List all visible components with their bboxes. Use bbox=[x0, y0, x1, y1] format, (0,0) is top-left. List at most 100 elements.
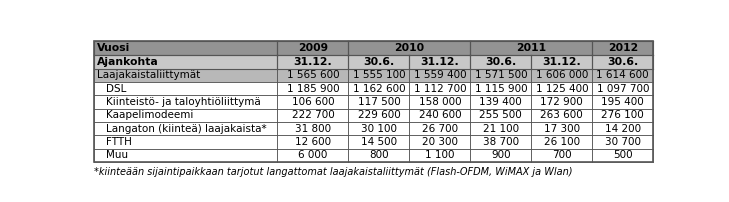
Text: 38 700: 38 700 bbox=[483, 137, 519, 147]
Text: 1 125 400: 1 125 400 bbox=[536, 84, 588, 94]
Bar bbox=[348, 148, 410, 162]
Bar bbox=[94, 108, 278, 122]
Bar bbox=[592, 55, 653, 68]
Bar bbox=[531, 135, 592, 148]
Bar bbox=[470, 108, 531, 122]
Text: 30.6.: 30.6. bbox=[486, 57, 516, 67]
Bar bbox=[278, 82, 348, 95]
Bar bbox=[278, 68, 348, 82]
Text: 30.6.: 30.6. bbox=[607, 57, 639, 67]
Bar bbox=[531, 108, 592, 122]
Text: 106 600: 106 600 bbox=[292, 97, 335, 107]
Bar bbox=[278, 108, 348, 122]
Bar bbox=[410, 55, 470, 68]
Text: Kiinteistö- ja taloyhtiöliittymä: Kiinteistö- ja taloyhtiöliittymä bbox=[106, 97, 261, 107]
Text: 255 500: 255 500 bbox=[480, 110, 522, 120]
Bar bbox=[470, 135, 531, 148]
Text: 12 600: 12 600 bbox=[295, 137, 331, 147]
Text: 1 097 700: 1 097 700 bbox=[596, 84, 649, 94]
Bar bbox=[470, 122, 531, 135]
Bar bbox=[531, 55, 592, 68]
Bar bbox=[592, 95, 653, 108]
Text: Laajakaistaliittymät: Laajakaistaliittymät bbox=[98, 70, 200, 80]
Bar bbox=[410, 95, 470, 108]
Text: 31.12.: 31.12. bbox=[294, 57, 332, 67]
Bar bbox=[348, 95, 410, 108]
Text: 21 100: 21 100 bbox=[483, 124, 519, 134]
Text: 1 614 600: 1 614 600 bbox=[596, 70, 649, 80]
Text: Kaapelimodeemi: Kaapelimodeemi bbox=[106, 110, 194, 120]
Text: 1 559 400: 1 559 400 bbox=[413, 70, 466, 80]
Bar bbox=[94, 55, 278, 68]
Text: 1 112 700: 1 112 700 bbox=[413, 84, 466, 94]
Text: 1 571 500: 1 571 500 bbox=[475, 70, 527, 80]
Text: 14 200: 14 200 bbox=[605, 124, 641, 134]
Text: 276 100: 276 100 bbox=[601, 110, 644, 120]
Text: 222 700: 222 700 bbox=[292, 110, 335, 120]
Bar bbox=[278, 95, 348, 108]
Text: 500: 500 bbox=[613, 150, 633, 160]
Text: 14 500: 14 500 bbox=[361, 137, 397, 147]
Text: Ajankohta: Ajankohta bbox=[98, 57, 159, 67]
Bar bbox=[94, 122, 278, 135]
Bar bbox=[531, 82, 592, 95]
Text: 1 115 900: 1 115 900 bbox=[475, 84, 527, 94]
Bar bbox=[94, 41, 278, 55]
Text: 26 100: 26 100 bbox=[544, 137, 580, 147]
Bar bbox=[94, 135, 278, 148]
Bar bbox=[592, 135, 653, 148]
Bar bbox=[278, 135, 348, 148]
Bar bbox=[94, 95, 278, 108]
Bar bbox=[94, 68, 278, 82]
Bar bbox=[410, 108, 470, 122]
Bar bbox=[470, 41, 592, 55]
Bar bbox=[592, 122, 653, 135]
Bar bbox=[592, 41, 653, 55]
Bar bbox=[348, 41, 470, 55]
Text: 800: 800 bbox=[369, 150, 389, 160]
Text: 1 606 000: 1 606 000 bbox=[536, 70, 588, 80]
Text: DSL: DSL bbox=[106, 84, 127, 94]
Bar bbox=[410, 148, 470, 162]
Text: 26 700: 26 700 bbox=[422, 124, 458, 134]
Text: FTTH: FTTH bbox=[106, 137, 132, 147]
Text: 240 600: 240 600 bbox=[418, 110, 461, 120]
Bar bbox=[470, 68, 531, 82]
Text: 17 300: 17 300 bbox=[544, 124, 580, 134]
Bar bbox=[410, 82, 470, 95]
Bar bbox=[94, 82, 278, 95]
Text: Langaton (kiinteä) laajakaista*: Langaton (kiinteä) laajakaista* bbox=[106, 124, 267, 134]
Bar bbox=[531, 122, 592, 135]
Text: 700: 700 bbox=[552, 150, 572, 160]
Text: 1 185 900: 1 185 900 bbox=[286, 84, 339, 94]
Text: *kiinteään sijaintipaikkaan tarjotut langattomat laajakaistaliittymät (Flash-OFD: *kiinteään sijaintipaikkaan tarjotut lan… bbox=[94, 167, 572, 177]
Bar bbox=[531, 95, 592, 108]
Text: 6 000: 6 000 bbox=[298, 150, 327, 160]
Text: 1 565 600: 1 565 600 bbox=[286, 70, 339, 80]
Text: 263 600: 263 600 bbox=[540, 110, 583, 120]
Text: Muu: Muu bbox=[106, 150, 128, 160]
Text: 2011: 2011 bbox=[516, 43, 547, 53]
Bar bbox=[410, 122, 470, 135]
Text: 31.12.: 31.12. bbox=[421, 57, 459, 67]
Bar bbox=[94, 148, 278, 162]
Text: 195 400: 195 400 bbox=[601, 97, 644, 107]
Bar bbox=[410, 68, 470, 82]
Text: 1 162 600: 1 162 600 bbox=[353, 84, 405, 94]
Bar bbox=[592, 68, 653, 82]
Bar bbox=[278, 55, 348, 68]
Bar bbox=[470, 55, 531, 68]
Bar bbox=[348, 55, 410, 68]
Text: 31 800: 31 800 bbox=[295, 124, 331, 134]
Bar bbox=[348, 135, 410, 148]
Text: 172 900: 172 900 bbox=[540, 97, 583, 107]
Text: Vuosi: Vuosi bbox=[98, 43, 130, 53]
Text: 30.6.: 30.6. bbox=[363, 57, 394, 67]
Text: 2009: 2009 bbox=[298, 43, 328, 53]
Text: 139 400: 139 400 bbox=[480, 97, 522, 107]
Bar bbox=[531, 148, 592, 162]
Bar bbox=[348, 68, 410, 82]
Bar bbox=[94, 41, 653, 162]
Text: 31.12.: 31.12. bbox=[542, 57, 581, 67]
Text: 117 500: 117 500 bbox=[357, 97, 400, 107]
